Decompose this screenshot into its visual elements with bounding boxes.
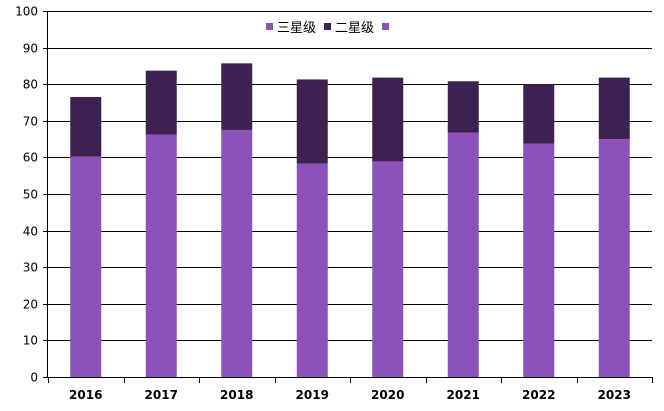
x-tick-label: 2017 [145,388,178,402]
x-tick-label: 2016 [69,388,102,402]
bar-segment-1-2023 [598,139,630,377]
bar-segment-2-2019 [296,79,328,164]
x-tick-labels: 2016 2017 2018 2019 2020 2021 2022 2023 [69,388,631,402]
legend-item-extra [382,22,393,30]
legend-swatch-extra [382,22,390,30]
legend-swatch-series-2 [324,22,332,30]
y-tick-label: 100 [15,5,38,19]
bar-segment-1-2018 [221,129,253,377]
bar-segment-2-2016 [70,97,102,157]
axes [43,11,653,383]
x-tick-label: 2022 [522,388,555,402]
legend-item-series-2: 二星级 [324,17,374,36]
y-tick-label: 10 [23,334,38,348]
bars [70,63,630,377]
y-tick-label: 50 [23,188,38,202]
bar-segment-1-2019 [296,163,328,377]
legend-item-series-1: 三星级 [266,17,316,36]
y-tick-label: 90 [23,42,38,56]
legend-swatch-series-1 [266,22,273,30]
y-tick-label: 60 [23,151,38,165]
x-tick-label: 2018 [220,388,253,402]
bar-segment-1-2016 [70,156,102,377]
bar-segment-2-2022 [523,84,555,144]
y-tick-label: 70 [23,115,38,129]
chart-legend: 三星级 二星级 [266,16,401,36]
bar-segment-2-2023 [598,77,630,140]
y-tick-label: 40 [23,225,38,239]
bar-segment-2-2017 [145,70,177,135]
x-tick-label: 2023 [598,388,631,402]
bar-segment-2-2021 [447,81,479,133]
bar-segment-1-2017 [145,134,177,377]
y-tick-labels: 0 10 20 30 40 50 60 70 80 90 100 [15,5,38,385]
bar-segment-2-2020 [372,77,404,162]
x-tick-label: 2019 [296,388,329,402]
legend-label-series-2: 二星级 [335,20,375,36]
y-tick-label: 30 [23,261,38,275]
bar-segment-2-2018 [221,63,253,130]
legend-label-series-1: 三星级 [277,20,317,36]
y-tick-label: 0 [30,371,38,385]
x-tick-label: 2020 [371,388,404,402]
y-tick-label: 80 [23,78,38,92]
y-tick-label: 20 [23,298,38,312]
bar-segment-1-2020 [372,161,404,377]
x-tick-label: 2021 [447,388,480,402]
bar-segment-1-2022 [523,143,555,377]
gridlines [48,11,652,341]
bar-segment-1-2021 [447,132,479,377]
